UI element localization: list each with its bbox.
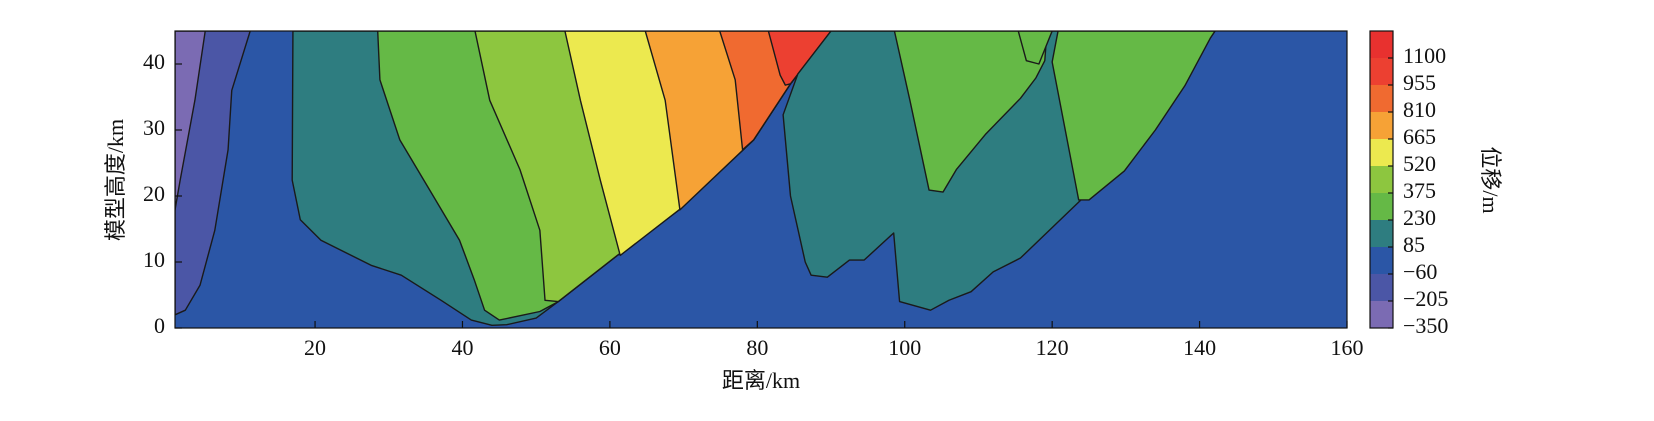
- x-tick-label: 100: [888, 335, 921, 360]
- y-tick-label: 10: [143, 247, 165, 272]
- colorbar-band: [1370, 301, 1393, 328]
- colorbar-tick-label: 230: [1403, 205, 1436, 230]
- colorbar-band: [1370, 58, 1393, 85]
- contour-region: [893, 31, 1048, 193]
- y-tick-label: 30: [143, 115, 165, 140]
- contour-region: [1051, 31, 1216, 201]
- x-tick-label: 60: [599, 335, 621, 360]
- colorbar-band: [1370, 139, 1393, 166]
- colorbar-tick-label: 1100: [1403, 43, 1446, 68]
- colorbar-tick-label: −205: [1403, 286, 1448, 311]
- plot-area: [175, 31, 1347, 328]
- plot-frame: [174, 30, 1348, 329]
- colorbar-band: [1370, 247, 1393, 274]
- colorbar-band: [1370, 220, 1393, 247]
- x-tick-label: 120: [1036, 335, 1069, 360]
- colorbar-band: [1370, 166, 1393, 193]
- colorbar-tick-label: 810: [1403, 97, 1436, 122]
- x-axis-label: 距离/km: [722, 368, 800, 393]
- colorbar-band: [1370, 85, 1393, 112]
- colorbar-tick-label: 520: [1403, 151, 1436, 176]
- colorbar-tick-label: 375: [1403, 178, 1436, 203]
- colorbar-tick-label: 85: [1403, 232, 1425, 257]
- y-tick-label: 40: [143, 49, 165, 74]
- y-axis-label: 模型高度/km: [103, 119, 128, 241]
- colorbar-label: 位移/m: [1478, 146, 1503, 213]
- colorbar-band: [1370, 31, 1393, 58]
- colorbar-frame: [1369, 30, 1394, 329]
- x-tick-label: 20: [304, 335, 326, 360]
- colorbar-tick-label: 665: [1403, 124, 1436, 149]
- colorbar-tick-label: −60: [1403, 259, 1437, 284]
- x-tick-label: 140: [1183, 335, 1216, 360]
- y-tick-label: 20: [143, 181, 165, 206]
- colorbar-band: [1370, 193, 1393, 220]
- colorbar-band: [1370, 274, 1393, 301]
- colorbar-tick-label: −350: [1403, 313, 1448, 338]
- contour-region: [1017, 31, 1053, 65]
- x-tick-label: 80: [746, 335, 768, 360]
- contour-region: [175, 31, 206, 211]
- colorbar-band: [1370, 112, 1393, 139]
- y-tick-label: 0: [154, 313, 165, 338]
- colorbar-tick-label: 955: [1403, 70, 1436, 95]
- x-tick-label: 160: [1331, 335, 1364, 360]
- x-tick-label: 40: [451, 335, 473, 360]
- contour-region: [767, 31, 832, 86]
